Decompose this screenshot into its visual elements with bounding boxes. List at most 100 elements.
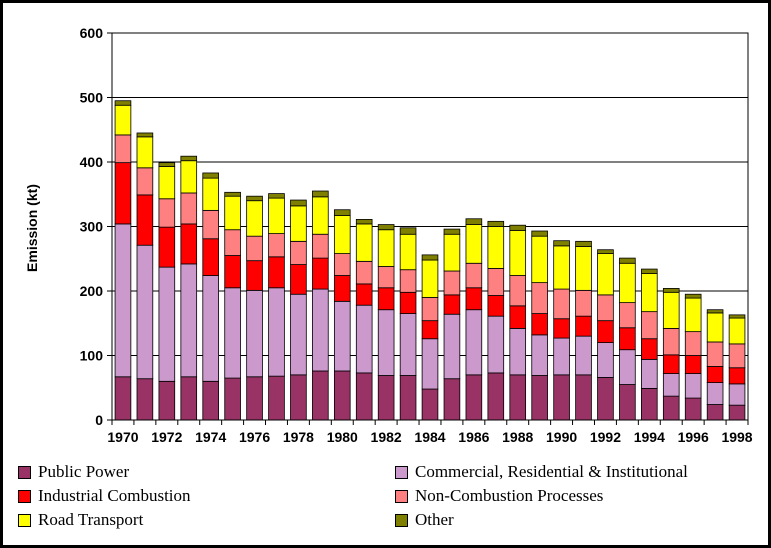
bar-segment-1987-1 (487, 315, 505, 374)
x-tick-label-1976: 1976 (239, 429, 270, 445)
bar-segment-1982-2 (377, 287, 395, 311)
bar-segment-1978-1 (290, 293, 307, 376)
bar-segment-1978-0 (290, 374, 307, 421)
bar-segment-1982-5 (377, 224, 395, 231)
bar-segment-1990-2 (553, 318, 570, 339)
bar-segment-1981-2 (355, 283, 373, 306)
bar-segment-1994-1 (641, 358, 658, 389)
bar-segment-1972-2 (158, 226, 176, 268)
bar-segment-1970-4 (114, 104, 132, 136)
bar-segment-1972-1 (158, 266, 176, 382)
bar-segment-1984-2 (421, 320, 439, 340)
bar-segment-1990-1 (553, 337, 570, 376)
y-tick-label-0: 0 (95, 412, 103, 428)
bar-segment-1985-2 (443, 294, 461, 315)
y-tick-label-200: 200 (80, 283, 104, 299)
bar-segment-1993-3 (619, 302, 636, 329)
bar-segment-1972-5 (158, 162, 176, 167)
bar-segment-1998-2 (728, 367, 746, 385)
x-tick-label-1982: 1982 (371, 429, 402, 445)
bar-segment-1993-5 (619, 257, 636, 264)
bar-segment-1974-3 (202, 209, 219, 240)
bar-segment-1971-0 (136, 378, 154, 421)
bar-segment-1978-3 (290, 240, 307, 265)
x-tick-label-1978: 1978 (283, 429, 314, 445)
bar-segment-1995-1 (662, 373, 680, 397)
bar-segment-1970-0 (114, 376, 132, 421)
bar-segment-1992-2 (597, 320, 614, 344)
bar-segment-1982-1 (377, 309, 395, 376)
bar-segment-1985-1 (443, 313, 461, 380)
bar-segment-1981-5 (355, 219, 373, 225)
y-axis-title: Emission (kt) (24, 184, 40, 272)
bar-segment-1989-3 (531, 282, 548, 314)
bar-segment-1983-5 (399, 227, 417, 235)
bar-segment-1987-2 (487, 295, 505, 317)
bar-segment-1986-5 (465, 218, 483, 225)
bar-segment-1989-5 (531, 230, 548, 237)
bar-segment-1985-0 (443, 378, 461, 421)
bar-segment-1971-4 (136, 136, 154, 169)
bar-segment-1975-4 (224, 195, 241, 231)
bar-segment-1978-4 (290, 205, 307, 242)
bar-segment-1992-4 (597, 253, 614, 296)
y-tick-label-400: 400 (80, 154, 104, 170)
bar-segment-1975-5 (224, 191, 241, 197)
bar-segment-1990-5 (553, 240, 570, 247)
x-tick-label-1998: 1998 (721, 429, 752, 445)
bar-segment-1981-3 (355, 260, 373, 285)
bar-segment-1993-1 (619, 349, 636, 385)
bar-segment-1977-2 (268, 256, 285, 289)
x-tick-label-1970: 1970 (107, 429, 138, 445)
bar-segment-1986-0 (465, 374, 483, 421)
bar-segment-1977-5 (268, 193, 285, 199)
bar-segment-1986-2 (465, 287, 483, 311)
bar-segment-1975-0 (224, 377, 241, 421)
bar-segment-1977-1 (268, 287, 285, 377)
bar-segment-1996-2 (684, 355, 702, 374)
bar-segment-1973-1 (180, 263, 198, 378)
bar-segment-1997-0 (706, 404, 724, 421)
bar-segment-1981-1 (355, 304, 373, 374)
bar-segment-1990-0 (553, 374, 570, 421)
bar-segment-1976-1 (246, 289, 263, 378)
bar-segment-1979-3 (312, 233, 329, 259)
x-tick-label-1992: 1992 (590, 429, 621, 445)
bar-segment-1970-5 (114, 100, 132, 106)
x-tick-label-1984: 1984 (414, 429, 445, 445)
bar-segment-1997-5 (706, 309, 724, 314)
bar-segment-1989-0 (531, 375, 548, 421)
bar-segment-1994-3 (641, 311, 658, 340)
bar-segment-1978-5 (290, 199, 307, 207)
bar-segment-1991-0 (575, 374, 592, 421)
bar-segment-1994-4 (641, 273, 658, 313)
bar-segment-1991-4 (575, 246, 592, 291)
bar-segment-1974-2 (202, 238, 219, 276)
bar-segment-1984-0 (421, 388, 439, 421)
bar-segment-1977-4 (268, 197, 285, 234)
bar-segment-1988-3 (509, 275, 527, 307)
bar-segment-1980-3 (333, 253, 351, 276)
bar-segment-1971-2 (136, 194, 154, 246)
bar-segment-1980-1 (333, 300, 351, 372)
bar-segment-1995-5 (662, 288, 680, 293)
bar-segment-1973-3 (180, 192, 198, 225)
bar-segment-1983-1 (399, 313, 417, 376)
y-tick-label-500: 500 (80, 90, 104, 106)
bar-segment-1990-3 (553, 288, 570, 320)
bar-segment-1989-4 (531, 235, 548, 284)
bar-segment-1996-0 (684, 397, 702, 421)
bar-segment-1996-1 (684, 373, 702, 399)
bar-segment-1981-0 (355, 372, 373, 421)
bar-segment-1990-4 (553, 245, 570, 290)
bar-segment-1970-3 (114, 134, 132, 164)
bar-segment-1992-1 (597, 342, 614, 378)
bar-segment-1979-2 (312, 257, 329, 290)
bar-segment-1991-3 (575, 289, 592, 317)
bar-segment-1974-4 (202, 177, 219, 211)
bar-segment-1992-0 (597, 377, 614, 421)
bar-segment-1995-2 (662, 354, 680, 374)
bar-segment-1991-5 (575, 240, 592, 247)
x-tick-label-1986: 1986 (458, 429, 489, 445)
bar-segment-1980-4 (333, 215, 351, 254)
